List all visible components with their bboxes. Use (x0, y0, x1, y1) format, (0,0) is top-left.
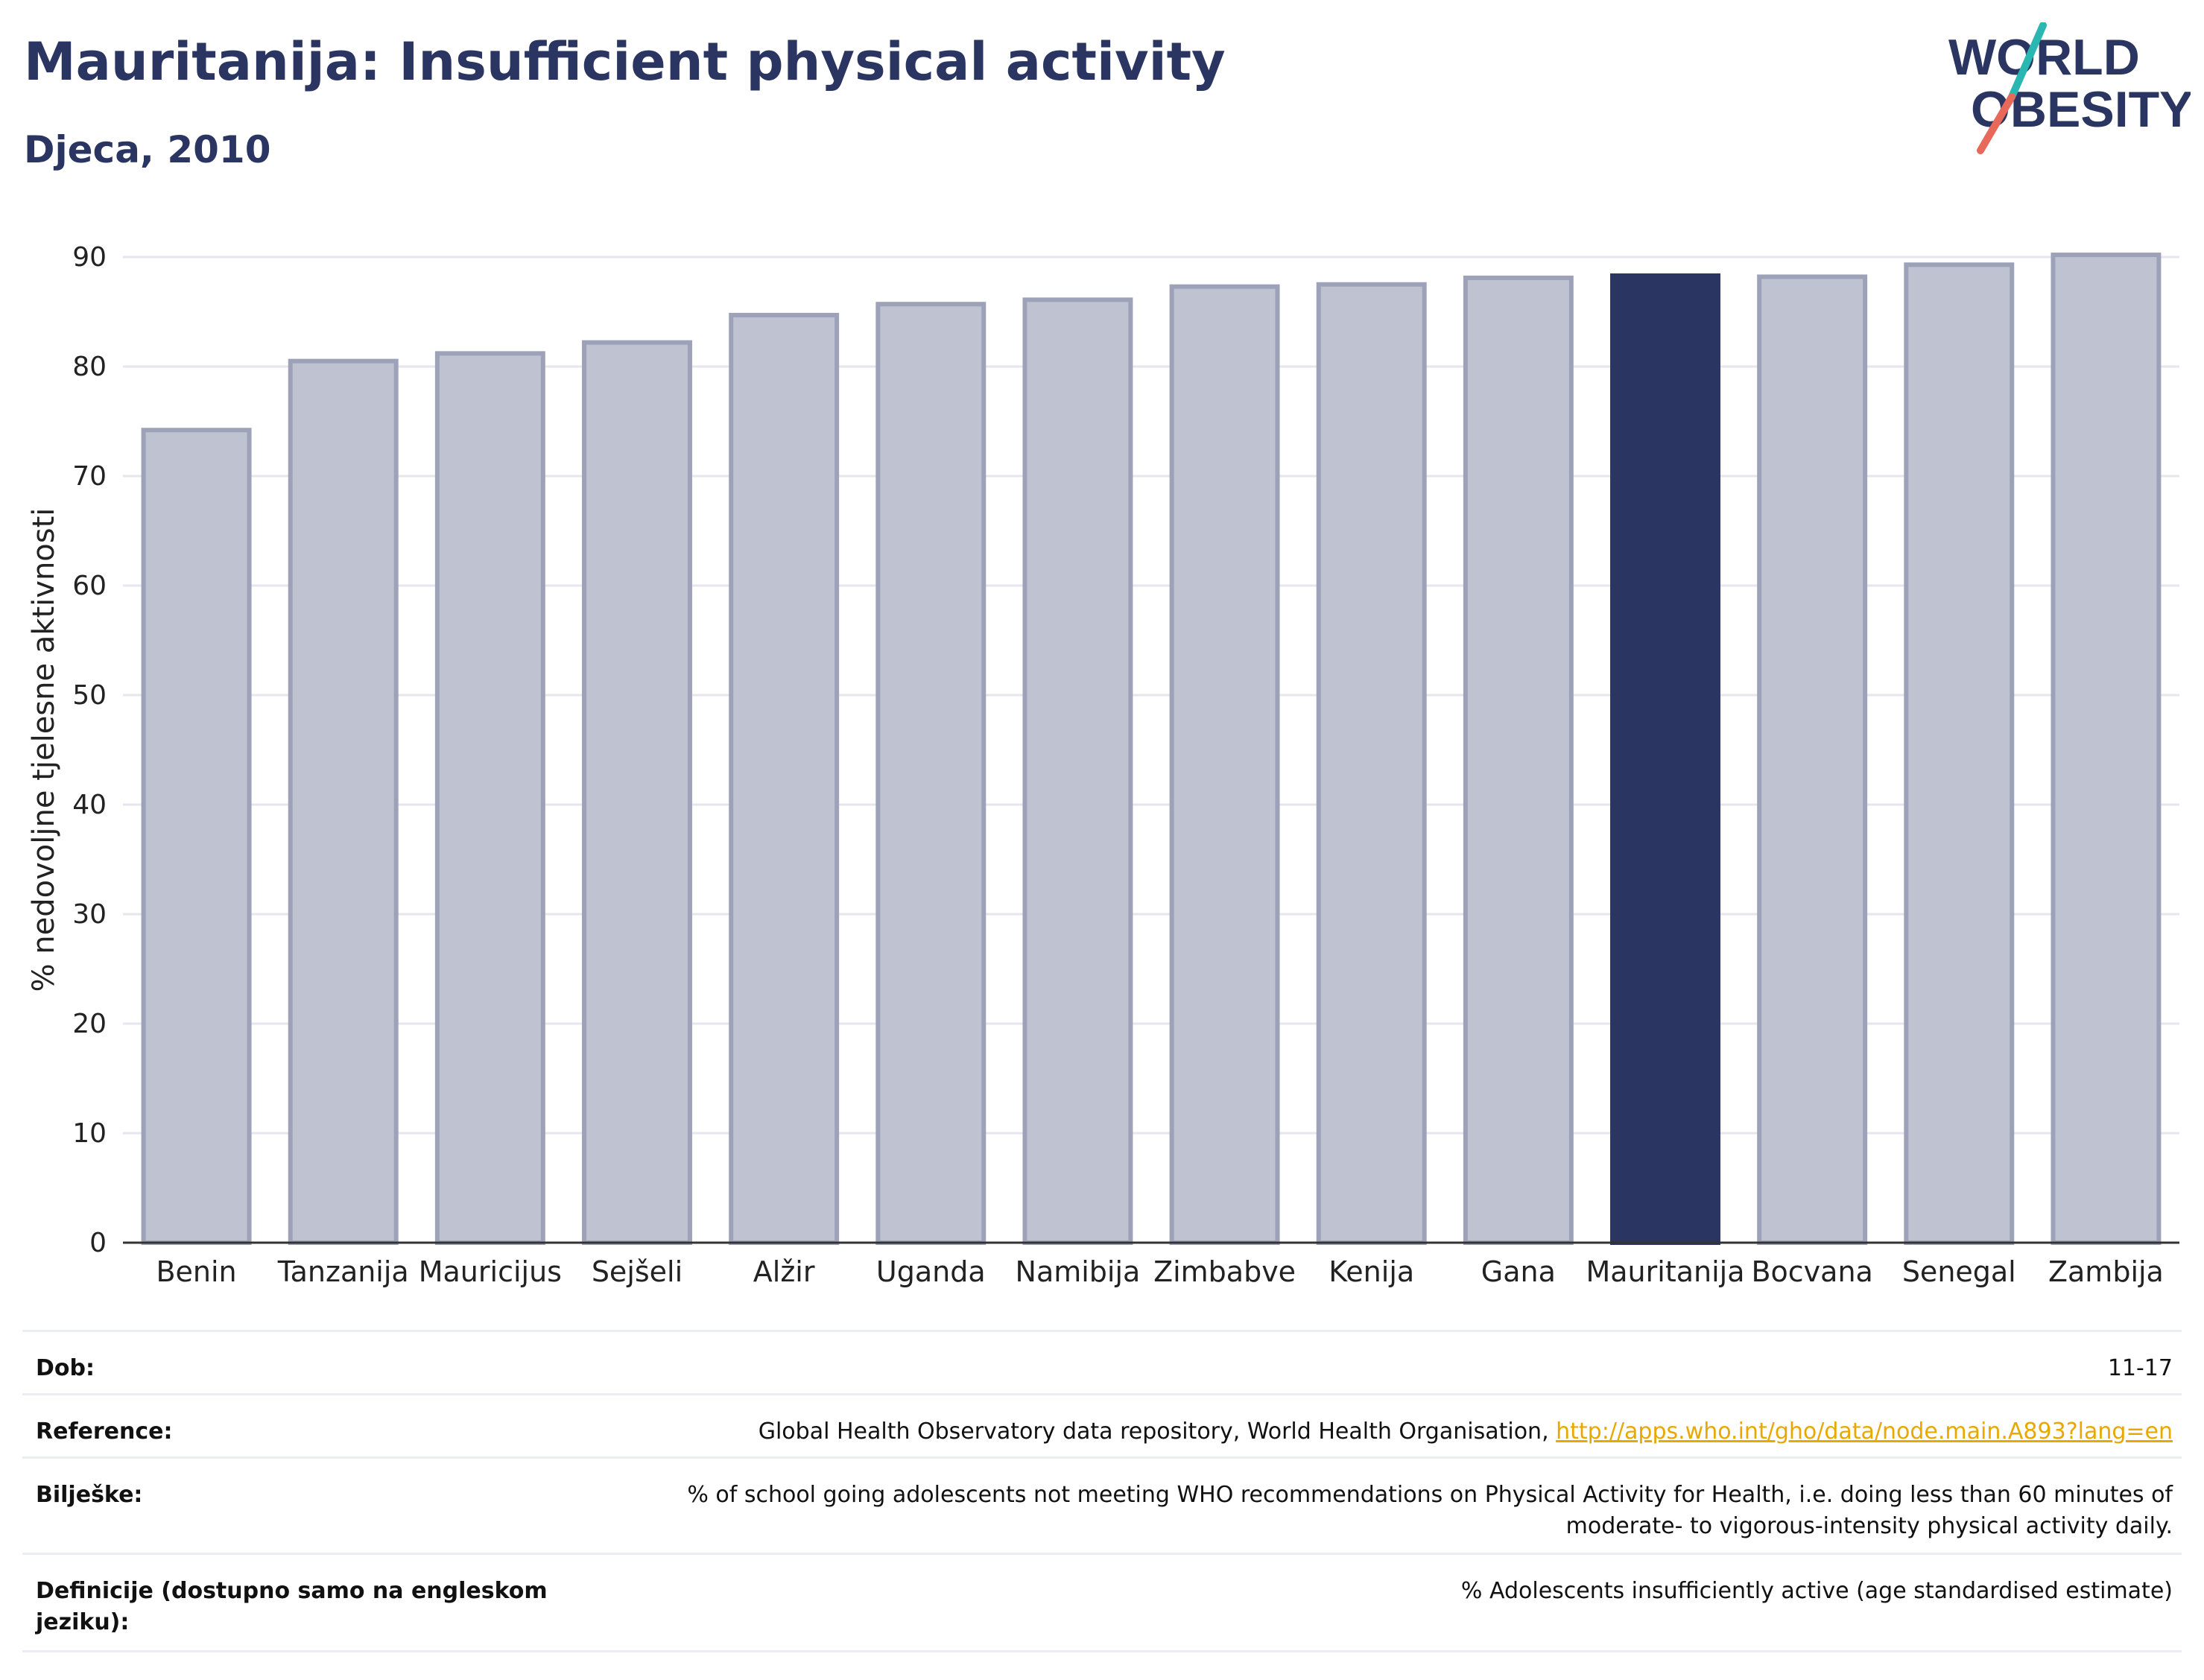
y-axis-title: % nedovoljne tjelesne aktivnosti (27, 508, 61, 992)
x-tick-label: Gana (1481, 1255, 1556, 1288)
info-value-age: 11-17 (2107, 1355, 2173, 1381)
bar-Uganda (875, 302, 987, 1246)
y-tick-label: 80 (72, 352, 107, 382)
logo-slash-coral (1977, 93, 2015, 154)
bar-Namibija (1022, 297, 1133, 1246)
y-tick-label: 40 (72, 790, 107, 820)
x-tick-label: Uganda (876, 1255, 986, 1288)
bar-Benin (141, 428, 252, 1245)
y-tick-label: 50 (72, 680, 107, 711)
bar-Mauricijus (434, 351, 545, 1245)
info-row-notes: Bilješke: % of school going adolescents … (22, 1456, 2182, 1553)
x-tick-label: Kenija (1329, 1255, 1414, 1288)
chart-subtitle: Djeca, 2010 (24, 128, 271, 171)
x-tick-label: Alžir (753, 1255, 815, 1288)
x-tick-label: Benin (156, 1255, 236, 1288)
y-tick-label: 0 (89, 1228, 107, 1258)
bar-Sejšeli (582, 340, 692, 1245)
x-tick-label: Zambija (2048, 1255, 2164, 1288)
bar-Kenija (1316, 282, 1427, 1245)
info-table: Dob: 11-17 Reference: Global Health Obse… (22, 1330, 2182, 1652)
y-tick-label: 20 (72, 1009, 107, 1039)
y-tick-label: 90 (72, 242, 107, 273)
logo-slash-teal (2008, 22, 2047, 101)
reference-link[interactable]: http://apps.who.int/gho/data/node.main.A… (1556, 1419, 2173, 1445)
info-label-definitions: Definicije (dostupno samo na engleskom j… (36, 1578, 548, 1635)
x-tick-label: Bocvana (1751, 1255, 1872, 1288)
world-obesity-logo: WORLD OBESITY (1948, 22, 2191, 154)
x-tick-label: Zimbabve (1153, 1255, 1296, 1288)
bar-Zimbabve (1169, 284, 1280, 1246)
info-value-definitions: % Adolescents insufficiently active (age… (1460, 1578, 2173, 1604)
bar-Mauritanija (1610, 273, 1720, 1245)
info-label-age: Dob: (36, 1355, 95, 1381)
info-value-reference: Global Health Observatory data repositor… (602, 1416, 2173, 1456)
info-value-notes: % of school going adolescents not meetin… (687, 1482, 2173, 1539)
reference-text: Global Health Observatory data repositor… (758, 1419, 1557, 1445)
info-row-reference: Reference: Global Health Observatory dat… (22, 1393, 2182, 1456)
chart-title: Mauritanija: Insufficient physical activ… (24, 31, 1226, 92)
bar-chart: 0 10 20 30 40 50 60 70 80 90 % nedovoljne tjelesne… (27, 242, 2179, 1288)
y-tick-label: 30 (72, 899, 107, 930)
y-tick-label: 10 (72, 1118, 107, 1149)
x-tick-label: Sejšeli (592, 1255, 683, 1288)
info-label-reference: Reference: (36, 1419, 173, 1445)
bar-Gana (1463, 275, 1574, 1245)
x-tick-label: Senegal (1902, 1255, 2016, 1288)
bar-Tanzanija (288, 358, 399, 1245)
bar-Alžir (729, 312, 840, 1245)
logo-line1: WORLD (1948, 29, 2140, 86)
x-tick-label: Mauritanija (1586, 1255, 1744, 1288)
x-tick-label: Mauricijus (419, 1255, 562, 1288)
y-tick-label: 60 (72, 571, 107, 601)
x-tick-label: Tanzanija (277, 1255, 409, 1288)
bar-Zambija (2051, 253, 2162, 1245)
bar-Senegal (1904, 262, 2015, 1245)
y-tick-label: 70 (72, 461, 107, 492)
info-row-age: Dob: 11-17 (22, 1330, 2182, 1393)
x-tick-label: Namibija (1016, 1255, 1141, 1288)
bar-Bocvana (1757, 274, 1868, 1246)
info-label-notes: Bilješke: (36, 1482, 143, 1508)
info-row-definitions: Definicije (dostupno samo na engleskom j… (22, 1553, 2182, 1652)
